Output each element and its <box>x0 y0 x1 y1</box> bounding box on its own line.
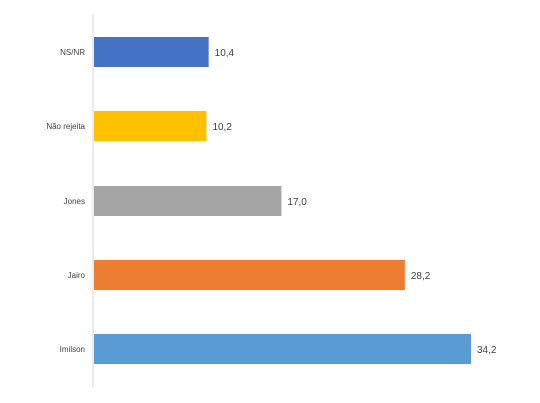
bar-1 <box>94 111 207 141</box>
bars-group: NS/NR 10,4 Não rejeita 10,2 Jones 17,0 Jairo 28… <box>46 37 497 364</box>
category-label-3: Jairo <box>68 271 86 280</box>
bar-4 <box>94 334 471 364</box>
data-label-2: 17,0 <box>287 197 307 208</box>
bar-0 <box>94 37 209 67</box>
category-label-1: Não rejeita <box>46 122 85 131</box>
category-label-0: NS/NR <box>60 48 85 57</box>
bar-2 <box>94 186 282 216</box>
data-label-3: 28,2 <box>411 271 431 282</box>
data-label-1: 10,2 <box>212 122 232 133</box>
data-label-4: 34,2 <box>477 345 497 356</box>
category-label-2: Jones <box>64 197 85 206</box>
bar-3 <box>94 260 405 290</box>
category-label-4: Imilson <box>60 345 85 354</box>
data-label-0: 10,4 <box>215 48 235 59</box>
